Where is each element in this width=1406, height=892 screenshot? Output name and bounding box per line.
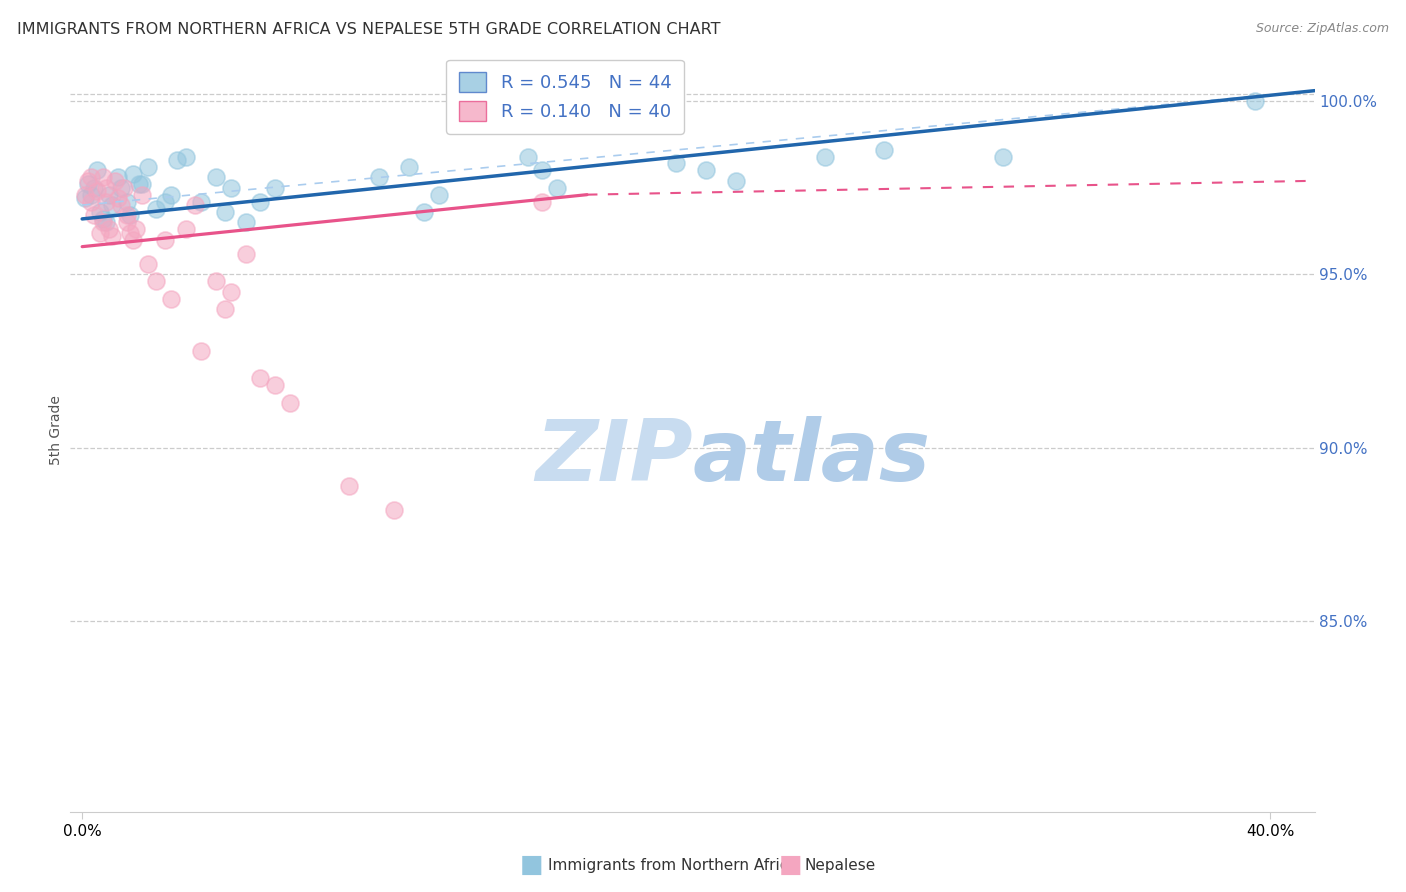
Point xyxy=(339,479,361,493)
Point xyxy=(80,194,103,209)
Point xyxy=(249,194,271,209)
Point xyxy=(75,191,97,205)
Point xyxy=(121,233,143,247)
Point xyxy=(235,215,257,229)
Point xyxy=(412,205,434,219)
Point xyxy=(94,215,117,229)
Point xyxy=(121,167,143,181)
Point xyxy=(204,274,226,288)
Point xyxy=(249,371,271,385)
Point xyxy=(97,187,120,202)
Point xyxy=(101,229,124,244)
Point xyxy=(80,170,103,185)
Point xyxy=(531,163,554,178)
Point xyxy=(278,395,301,409)
Point xyxy=(115,194,138,209)
Point xyxy=(115,209,138,223)
Point xyxy=(136,160,159,174)
Point xyxy=(145,202,167,216)
Point xyxy=(190,343,212,358)
Point xyxy=(160,187,183,202)
Point xyxy=(516,149,538,163)
Point xyxy=(155,194,177,209)
Point xyxy=(145,274,167,288)
Text: Source: ZipAtlas.com: Source: ZipAtlas.com xyxy=(1256,22,1389,36)
Point xyxy=(724,174,747,188)
Point xyxy=(991,149,1014,163)
Point xyxy=(86,184,108,198)
Point xyxy=(83,209,105,223)
Point xyxy=(813,149,835,163)
Point xyxy=(124,222,146,236)
Point xyxy=(115,215,138,229)
Point xyxy=(382,503,405,517)
Text: ZIP: ZIP xyxy=(534,416,693,499)
Point xyxy=(204,170,226,185)
Text: Nepalese: Nepalese xyxy=(804,858,876,872)
Text: ■: ■ xyxy=(520,854,543,877)
Point xyxy=(219,285,242,299)
Point xyxy=(86,163,108,178)
Point xyxy=(104,174,127,188)
Point xyxy=(75,187,97,202)
Point xyxy=(264,180,287,194)
Point xyxy=(531,194,554,209)
Point xyxy=(94,180,117,194)
Point xyxy=(695,163,717,178)
Point xyxy=(91,215,114,229)
Point xyxy=(873,143,896,157)
Text: atlas: atlas xyxy=(693,416,931,499)
Point xyxy=(97,222,120,236)
Point xyxy=(112,180,135,194)
Point xyxy=(166,153,188,167)
Text: Immigrants from Northern Africa: Immigrants from Northern Africa xyxy=(548,858,799,872)
Y-axis label: 5th Grade: 5th Grade xyxy=(49,395,63,466)
Point xyxy=(89,226,111,240)
Point xyxy=(219,180,242,194)
Point xyxy=(118,226,141,240)
Point xyxy=(107,170,129,185)
Point xyxy=(546,180,568,194)
Text: IMMIGRANTS FROM NORTHERN AFRICA VS NEPALESE 5TH GRADE CORRELATION CHART: IMMIGRANTS FROM NORTHERN AFRICA VS NEPAL… xyxy=(17,22,720,37)
Point xyxy=(190,194,212,209)
Point xyxy=(214,205,236,219)
Point xyxy=(174,149,197,163)
Point xyxy=(235,246,257,260)
Point xyxy=(128,178,150,192)
Point xyxy=(80,187,103,202)
Point xyxy=(155,233,177,247)
Text: ■: ■ xyxy=(779,854,801,877)
Point xyxy=(1244,94,1267,108)
Point xyxy=(118,209,141,223)
Point xyxy=(264,378,287,392)
Point xyxy=(110,198,132,212)
Point xyxy=(368,170,391,185)
Legend: R = 0.545   N = 44, R = 0.140   N = 40: R = 0.545 N = 44, R = 0.140 N = 40 xyxy=(446,60,683,134)
Point xyxy=(101,198,124,212)
Point xyxy=(665,156,688,170)
Point xyxy=(83,180,105,194)
Point xyxy=(427,187,450,202)
Point xyxy=(131,187,153,202)
Point xyxy=(131,178,153,192)
Point xyxy=(214,301,236,316)
Point xyxy=(398,160,420,174)
Point xyxy=(77,174,100,188)
Point xyxy=(77,178,100,192)
Point xyxy=(94,194,117,209)
Point xyxy=(174,222,197,236)
Point xyxy=(107,191,129,205)
Point xyxy=(136,257,159,271)
Point xyxy=(91,170,114,185)
Point xyxy=(160,292,183,306)
Point xyxy=(184,198,207,212)
Point xyxy=(110,180,132,194)
Point xyxy=(91,211,114,226)
Point xyxy=(89,205,111,219)
